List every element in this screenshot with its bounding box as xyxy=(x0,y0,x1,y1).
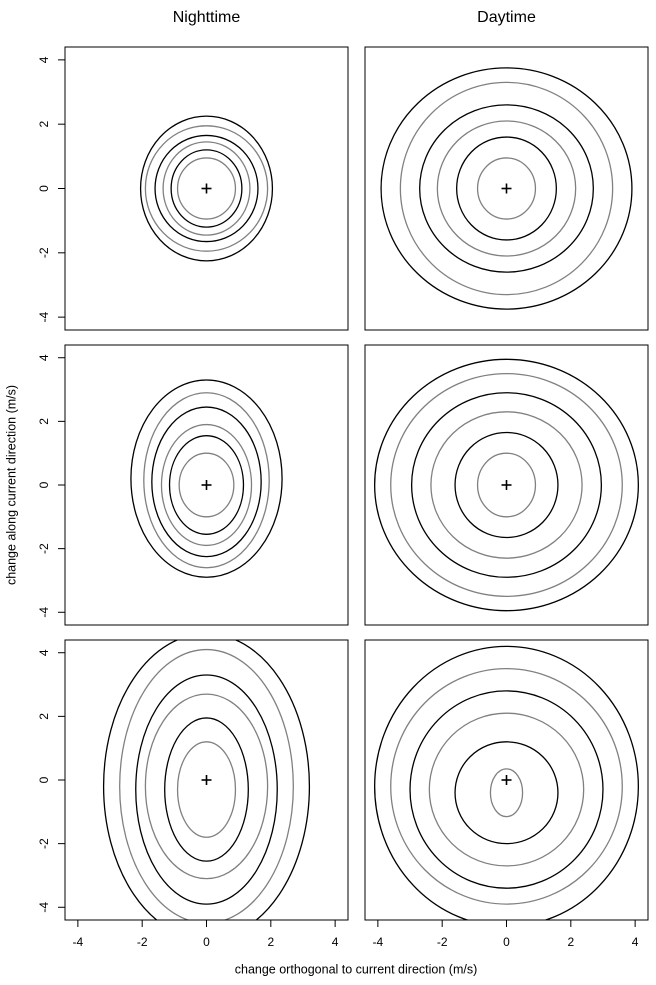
y-tick-label: -2 xyxy=(37,543,51,554)
contour-line xyxy=(380,67,633,310)
contour-line xyxy=(119,648,294,920)
plot-area xyxy=(380,67,633,310)
column-title: Nighttime xyxy=(173,9,241,26)
contour-line xyxy=(154,134,259,243)
y-tick-label: -2 xyxy=(37,838,51,849)
y-axis-label: change along current direction (m/s) xyxy=(4,385,18,585)
y-tick-label: -4 xyxy=(37,902,51,913)
contour-line xyxy=(168,435,245,535)
contour-line xyxy=(456,136,557,241)
contour-line xyxy=(476,452,537,518)
contour-line xyxy=(454,741,559,845)
x-tick-label: -4 xyxy=(373,935,384,949)
center-marker xyxy=(501,183,512,194)
x-tick-label: 0 xyxy=(503,935,510,949)
y-tick-label: 4 xyxy=(37,354,51,361)
x-tick-label: 0 xyxy=(203,935,210,949)
plot-area xyxy=(130,379,283,578)
contour-line xyxy=(176,741,237,838)
contour-line xyxy=(178,452,235,518)
contour-line xyxy=(436,120,577,257)
y-tick-label: -4 xyxy=(37,607,51,618)
contour-line xyxy=(130,379,283,578)
center-marker xyxy=(201,775,212,785)
y-tick-label: -2 xyxy=(37,247,51,258)
x-tick-label: 4 xyxy=(632,935,639,949)
column-title: Daytime xyxy=(477,9,536,26)
x-tick-label: -4 xyxy=(73,935,84,949)
contour-line xyxy=(454,431,559,539)
plot-area xyxy=(102,640,311,920)
contour-line xyxy=(176,157,237,220)
contour-line xyxy=(390,372,623,598)
center-marker xyxy=(501,775,512,785)
x-tick-label: 4 xyxy=(332,935,339,949)
contour-line xyxy=(430,411,583,559)
x-tick-label: 2 xyxy=(567,935,574,949)
center-marker xyxy=(501,480,512,490)
contour-line xyxy=(410,392,603,578)
contour-line xyxy=(170,149,243,228)
contour-line xyxy=(390,667,623,905)
contour-line xyxy=(135,674,278,905)
contour-line xyxy=(139,115,274,262)
contour-line xyxy=(151,406,262,558)
contour-line xyxy=(160,423,253,547)
y-tick-label: 4 xyxy=(37,649,51,656)
plot-area xyxy=(373,358,640,612)
contour-line xyxy=(164,717,249,862)
y-tick-label: 2 xyxy=(37,121,51,128)
center-marker xyxy=(201,183,212,194)
contour-line xyxy=(419,104,594,273)
x-tick-label: -2 xyxy=(137,935,148,949)
contour-line xyxy=(162,141,251,236)
contour-line xyxy=(476,157,537,220)
contour-line xyxy=(409,690,604,889)
y-tick-label: 2 xyxy=(37,418,51,425)
y-tick-label: 4 xyxy=(37,56,51,63)
center-marker xyxy=(201,480,212,490)
y-tick-label: 0 xyxy=(37,481,51,488)
x-axis-label: change orthogonal to current direction (… xyxy=(235,962,478,976)
x-tick-label: 2 xyxy=(267,935,274,949)
contour-line xyxy=(143,392,270,569)
y-tick-label: 2 xyxy=(37,713,51,720)
contour-line xyxy=(373,358,640,612)
y-tick-label: 0 xyxy=(37,776,51,783)
contour-line xyxy=(399,81,614,296)
contour-line xyxy=(374,645,639,920)
y-tick-label: 0 xyxy=(37,185,51,192)
y-tick-label: -4 xyxy=(37,311,51,322)
contour-line xyxy=(144,125,269,252)
contour-line xyxy=(144,693,269,880)
x-tick-label: -2 xyxy=(437,935,448,949)
plot-area xyxy=(139,115,274,262)
contour-line xyxy=(428,712,585,867)
panel-frame xyxy=(364,344,649,626)
plot-area xyxy=(374,645,639,920)
panel-frame xyxy=(364,46,649,331)
contour-line xyxy=(102,640,311,920)
contour-line xyxy=(489,768,524,818)
